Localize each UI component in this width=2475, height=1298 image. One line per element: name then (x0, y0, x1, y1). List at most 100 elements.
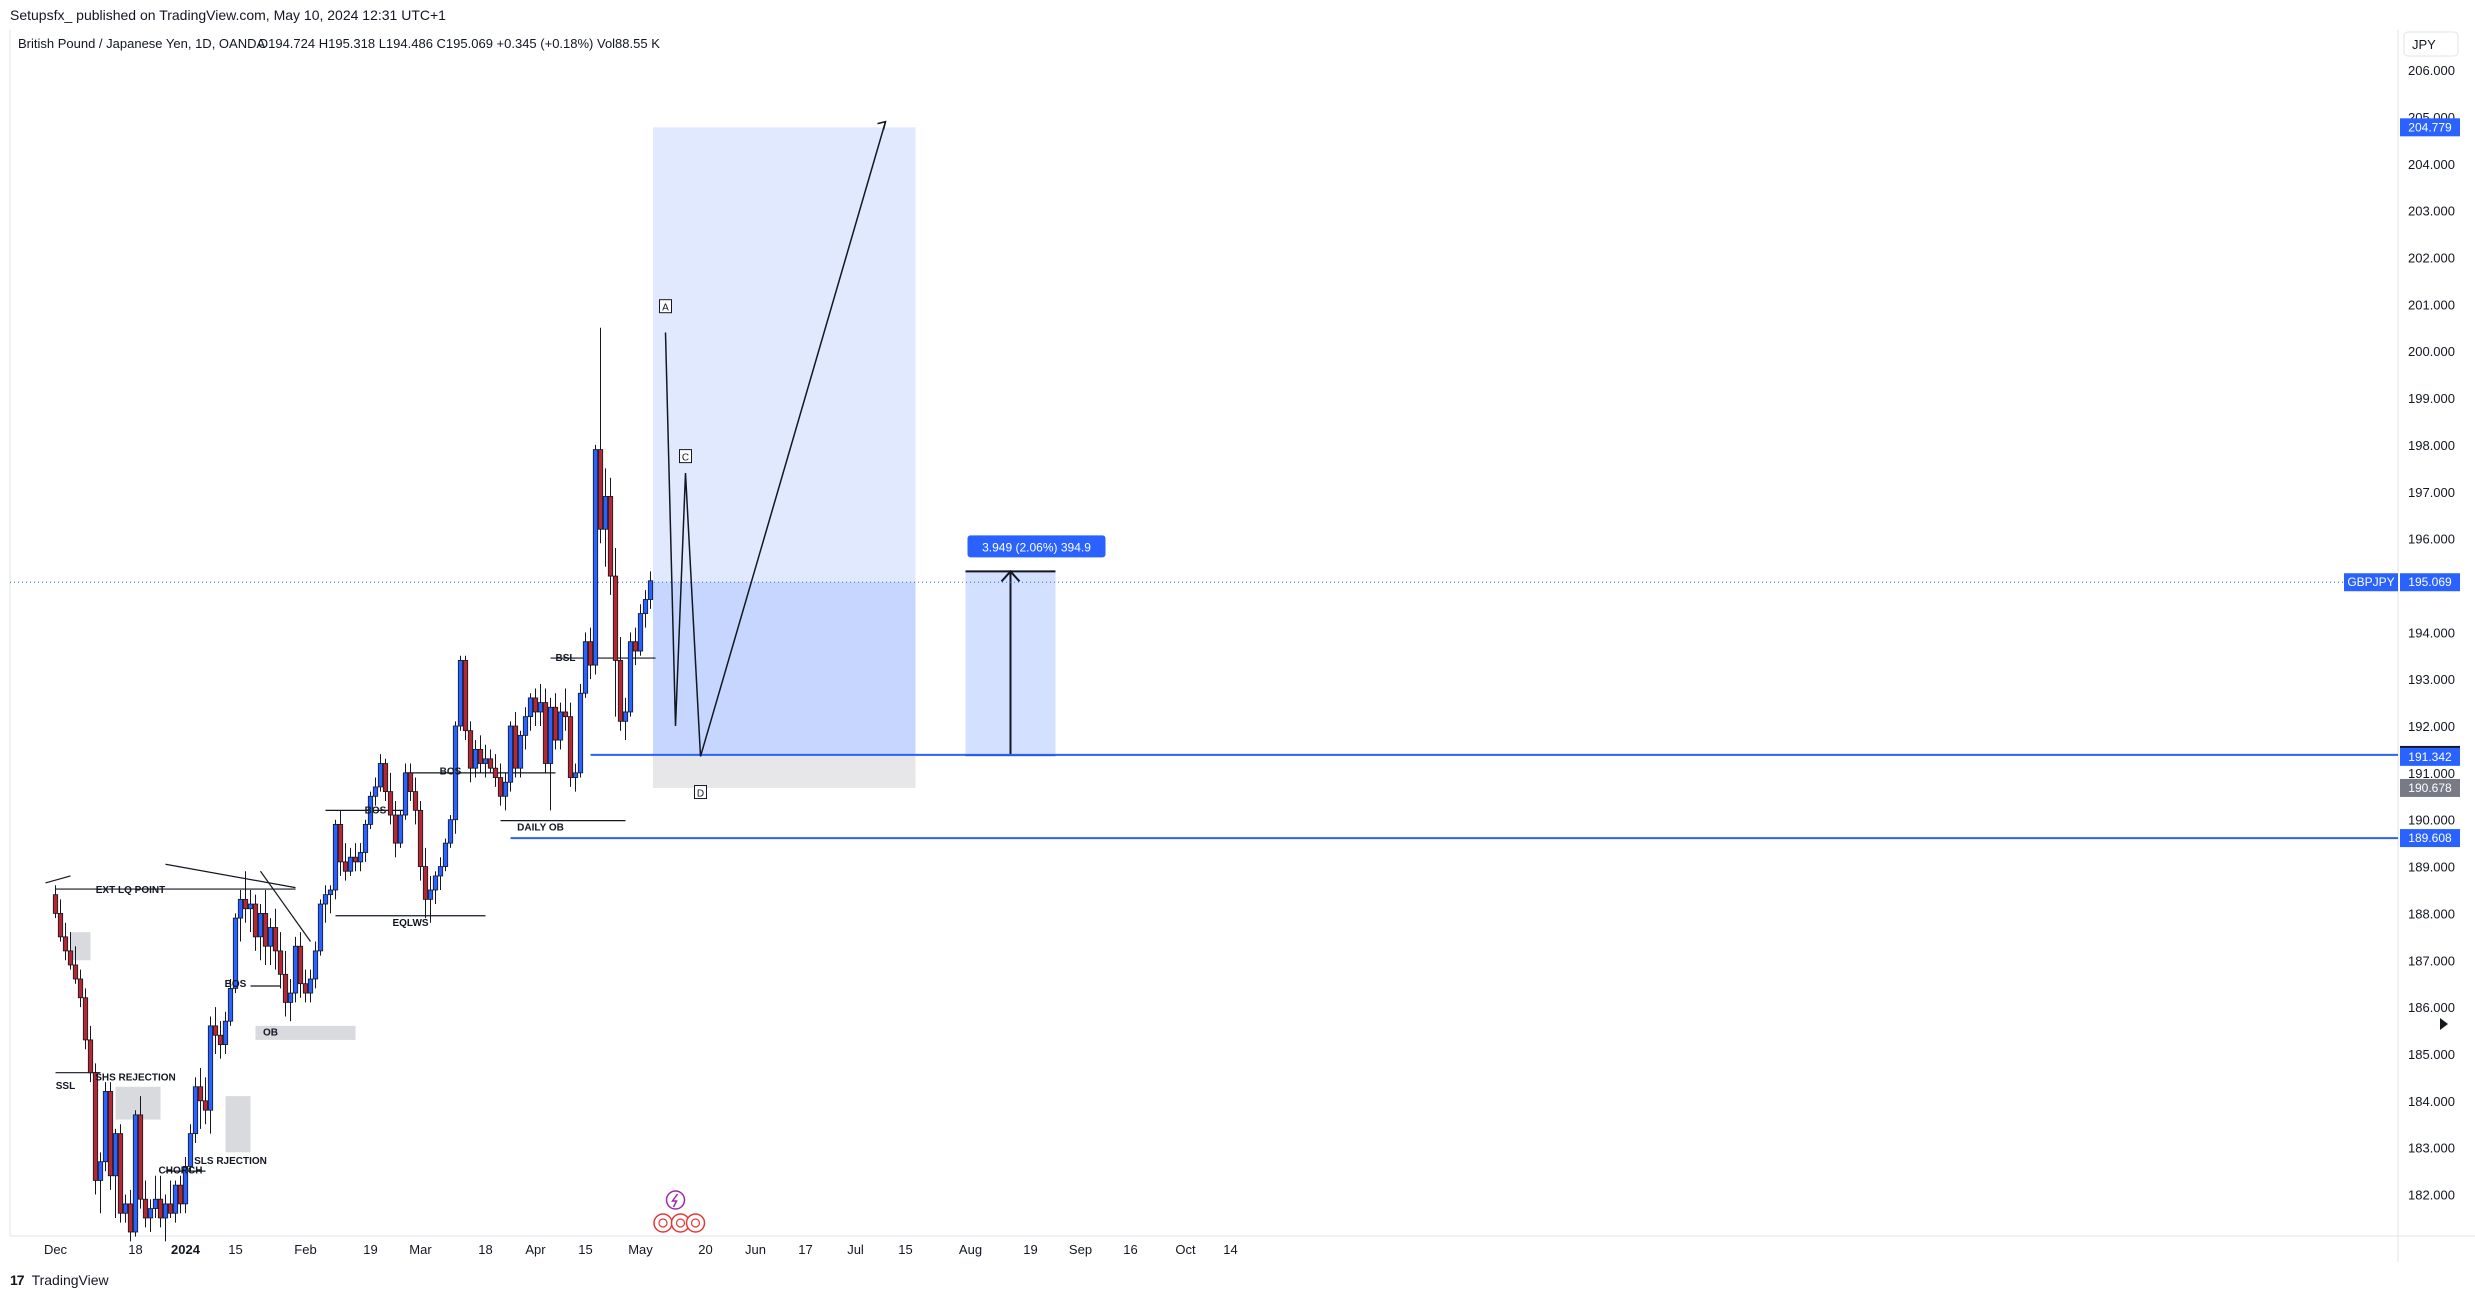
candle-body (82, 997, 89, 1041)
candle-body (622, 711, 629, 722)
currency-box (2403, 31, 2459, 57)
candle-body (592, 449, 599, 666)
x-tick-label: 18 (128, 1242, 142, 1257)
y-tick-label: 191.000 (2408, 766, 2455, 781)
currency-label: JPY (2412, 37, 2436, 52)
candle-body (397, 814, 404, 844)
candle-body (277, 950, 284, 975)
annotation-label: BOS (225, 979, 247, 990)
pattern-point-label: A (662, 303, 669, 314)
candle-body (257, 913, 264, 938)
candle-body (637, 613, 644, 652)
annotation-label: SLS RJECTION (194, 1156, 267, 1167)
candle-body (492, 767, 499, 778)
y-tick-label: 197.000 (2408, 485, 2455, 500)
economic-event-icon-inner (690, 1218, 701, 1228)
publisher-line: Setupsfx_ published on TradingView.com, … (10, 7, 446, 23)
candle-body (132, 1114, 139, 1233)
annotation-label: BOS (365, 805, 387, 816)
candle-body (372, 786, 379, 797)
candle-body (507, 725, 514, 783)
economic-event-icon-inner (658, 1218, 668, 1228)
candle-body (222, 1020, 229, 1045)
symbol-tag-label: GBPJPY (2347, 575, 2394, 589)
candle-body (312, 950, 319, 980)
candle-body (52, 894, 59, 914)
candle-body (87, 1039, 94, 1074)
candle-body (227, 987, 234, 1022)
candle-body (112, 1133, 119, 1177)
y-tick-label: 188.000 (2408, 906, 2455, 921)
candle-body (267, 927, 274, 947)
candle-body (607, 496, 614, 577)
price-tag-box (2400, 747, 2460, 766)
candle-body (477, 749, 484, 764)
x-tick-label: 14 (1223, 1242, 1237, 1257)
y-tick-label: 183.000 (2408, 1141, 2455, 1156)
candle-body (517, 734, 524, 769)
lightning-icon (671, 1193, 679, 1208)
candle-body (567, 716, 574, 778)
candle-body (562, 711, 569, 718)
annotation-label: BOS (440, 767, 462, 778)
candle-body (77, 978, 84, 999)
ob-box-1 (70, 932, 91, 961)
candle-body (317, 903, 324, 952)
candle-body (482, 758, 489, 764)
candle-body (217, 1034, 224, 1045)
candle-body (542, 702, 549, 764)
candle-body (157, 1198, 164, 1219)
candle-body (632, 641, 639, 652)
candle-body (452, 725, 459, 821)
candle-body (402, 772, 409, 816)
y-tick-label: 182.000 (2408, 1188, 2455, 1203)
economic-event-icon (653, 1213, 673, 1233)
candle-body (617, 660, 624, 722)
candle-body (292, 945, 299, 994)
ob-box-2 (115, 1086, 161, 1120)
pattern-point-label: C (682, 453, 689, 464)
candle-body (327, 889, 334, 896)
y-tick-label: 200.000 (2408, 344, 2455, 359)
ob-box-3 (225, 1096, 251, 1153)
x-tick-label: May (628, 1242, 653, 1257)
candle-body (417, 809, 424, 867)
currency-badge: JPY (2403, 31, 2459, 57)
x-tick-label: Sep (1069, 1242, 1092, 1257)
price-tag-label: 195.069 (2408, 575, 2452, 589)
candle-body (467, 730, 474, 769)
y-tick-label: 190.000 (2408, 813, 2455, 828)
y-tick-label: 185.000 (2408, 1047, 2455, 1062)
ext-lq-tick (45, 875, 71, 884)
candle-body (347, 856, 354, 872)
candle-body (472, 749, 479, 769)
annotation-label: EQLWS (392, 918, 428, 929)
candle-body (287, 992, 294, 1003)
price-tag-box (2400, 829, 2460, 848)
x-tick-label: Oct (1175, 1242, 1196, 1257)
candles (52, 327, 654, 1242)
candle-body (627, 641, 634, 713)
candle-body (642, 599, 649, 614)
candle-body (162, 1203, 169, 1219)
candle-body (442, 842, 449, 867)
y-tick-label: 196.000 (2408, 532, 2455, 547)
event-icons (653, 1190, 706, 1233)
candle-body (582, 641, 589, 694)
y-tick-label: 192.000 (2408, 719, 2455, 734)
candle-body (57, 913, 64, 938)
candle-body (177, 1184, 184, 1205)
x-tick-label: 19 (363, 1242, 377, 1257)
x-tick-label: Aug (959, 1242, 982, 1257)
candle-body (392, 814, 399, 844)
candle-body (262, 913, 269, 947)
footer-brand: TradingView (31, 1272, 109, 1288)
symbol-title: British Pound / Japanese Yen, 1D, OANDA (18, 36, 265, 51)
x-tick-label: 17 (798, 1242, 812, 1257)
candle-body (387, 791, 394, 816)
candle-body (337, 824, 344, 863)
candle-body (167, 1203, 174, 1214)
measure-label: 3.949 (2.06%) 394.9 (982, 540, 1091, 554)
candle-body (552, 706, 559, 741)
